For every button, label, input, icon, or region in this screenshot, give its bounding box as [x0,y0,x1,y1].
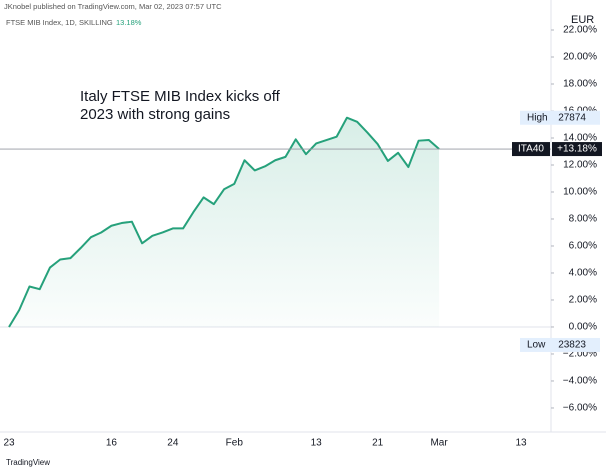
y-tick-label: 4.00% [569,268,597,279]
x-tick-label: 23 [3,438,15,449]
y-tick-label: 20.00% [563,52,597,63]
line [8,116,440,328]
low-box [520,337,600,352]
y-tick-label: −4.00% [563,376,597,387]
area [9,117,440,327]
y-tick-label: −6.00% [563,403,597,414]
currency: EUR [571,14,594,26]
y-tick-label: 18.00% [563,79,597,90]
legend-name: FTSE MIB Index, 1D, SKILLING [6,18,113,27]
low-label: Low [527,340,546,351]
y-tick-label: 8.00% [569,214,597,225]
low-value: 23823 [558,340,586,351]
x-tick-label: 16 [106,438,118,449]
x-tick-label: Feb [226,438,244,449]
x-tick-label: 24 [167,438,179,449]
x-tick-label: 21 [372,438,384,449]
last-value-label: +13.18% [557,144,597,155]
y-tick-label: −2.00% [563,349,597,360]
y-tick-label: 12.00% [563,160,597,171]
annotation: Italy FTSE MIB Index kicks off [80,88,281,105]
legend-change: 13.18% [116,18,142,27]
y-tick-label: 6.00% [569,241,597,252]
high-value: 27874 [558,112,586,123]
high-box [520,110,600,125]
symbol-box [512,142,550,157]
y-tick-label: 0.00% [569,322,597,333]
y-tick-label: 14.00% [563,133,597,144]
y-tick-label: 22.00% [563,25,597,36]
y-tick-label: 2.00% [569,295,597,306]
footer: TradingView [6,458,50,467]
x-tick-label: Mar [430,438,448,449]
x-tick-label: 13 [311,438,323,449]
symbol-label: ITA40 [518,144,544,155]
x-tick-label: 13 [515,438,527,449]
y-tick-label: 10.00% [563,187,597,198]
header: JKnobel published on TradingView.com, Ma… [4,2,222,11]
annotation: 2023 with strong gains [80,106,230,123]
last-value-box [552,142,602,157]
high-label: High [527,112,548,123]
